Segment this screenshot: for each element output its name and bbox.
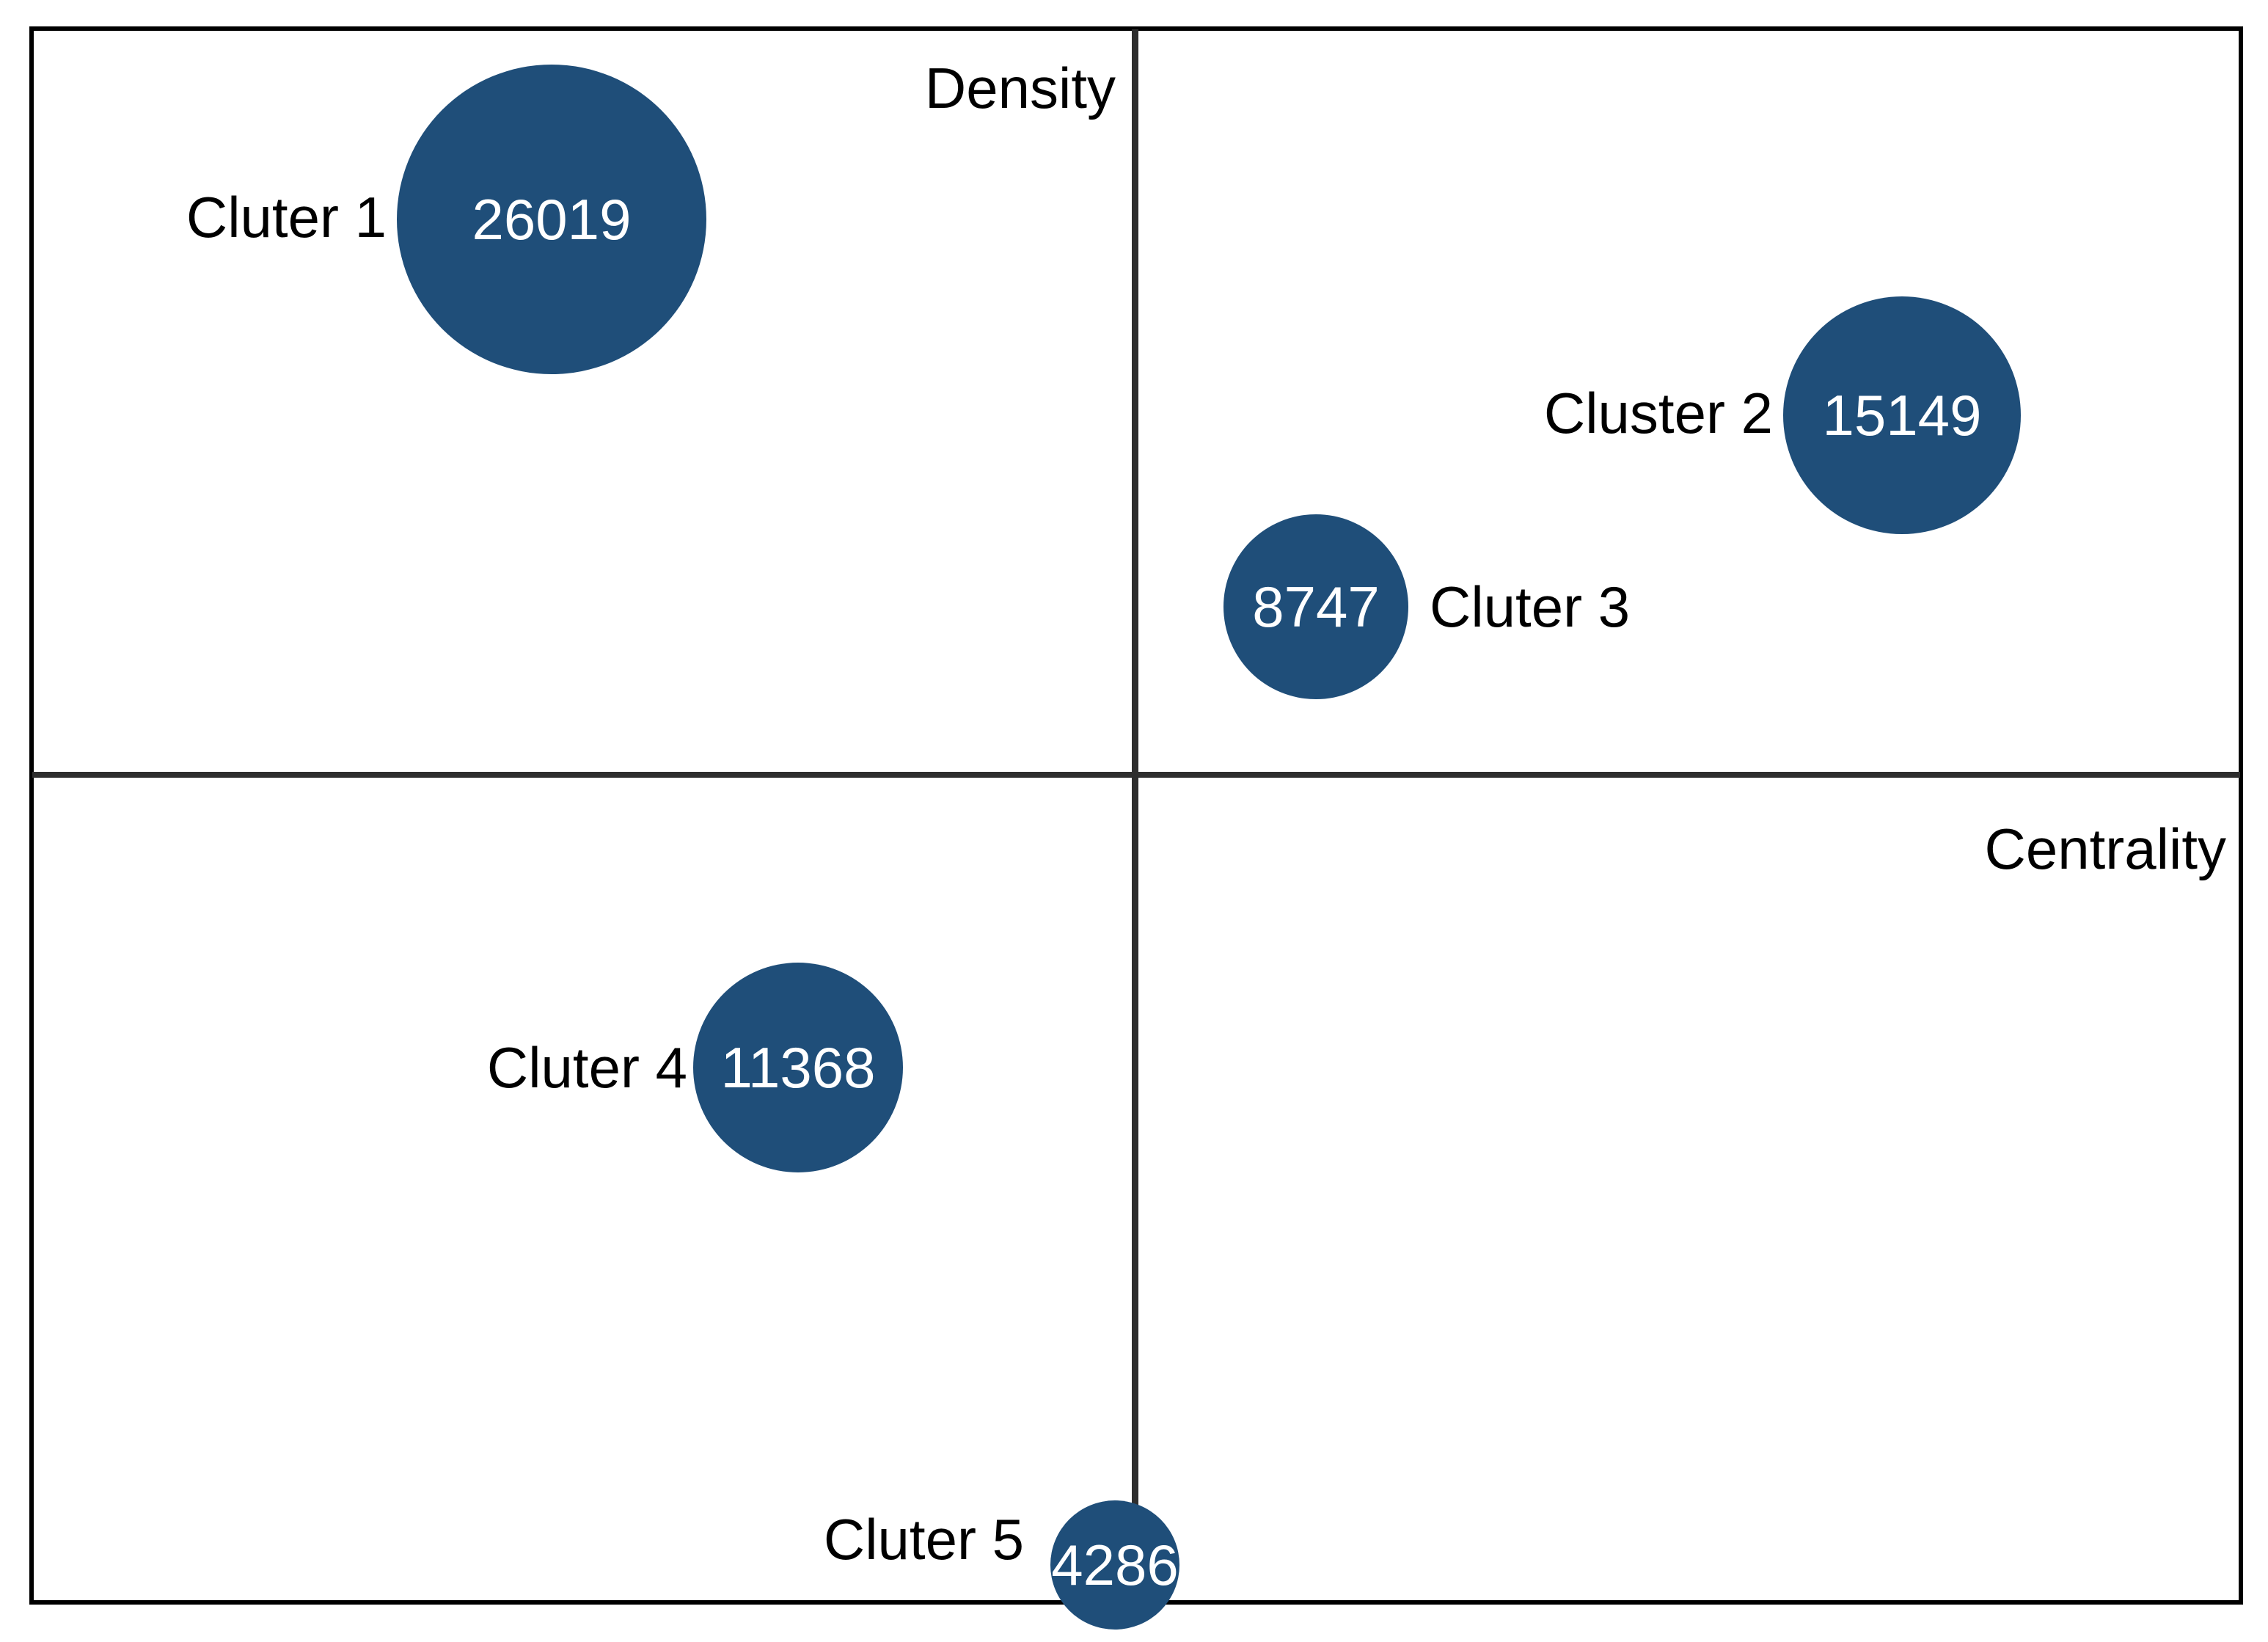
cluster-2-label: Cluster 2 bbox=[1543, 381, 1773, 445]
cluster-5-value: 4286 bbox=[1051, 1533, 1179, 1597]
cluster-1-label: Cluter 1 bbox=[186, 185, 387, 249]
density-axis-label: Density bbox=[924, 56, 1116, 120]
cluster-4-bubble: 11368 bbox=[693, 963, 903, 1172]
cluster-5-bubble: 4286 bbox=[1050, 1500, 1179, 1630]
centrality-axis-label: Centrality bbox=[1984, 817, 2226, 881]
cluster-2-bubble: 15149 bbox=[1783, 296, 2021, 534]
cluster-3-value: 8747 bbox=[1252, 574, 1380, 639]
cluster-2-value: 15149 bbox=[1822, 383, 1982, 448]
vertical-axis-line bbox=[1132, 29, 1138, 1602]
cluster-1-value: 26019 bbox=[472, 187, 632, 252]
cluster-1-bubble: 26019 bbox=[397, 65, 706, 374]
cluster-3-label: Cluter 3 bbox=[1430, 574, 1631, 639]
cluster-4-value: 11368 bbox=[720, 1035, 876, 1100]
horizontal-axis-line bbox=[32, 772, 2240, 778]
cluster-4-label: Cluter 4 bbox=[486, 1035, 687, 1100]
cluster-3-bubble: 8747 bbox=[1223, 514, 1408, 699]
cluster-5-label: Cluter 5 bbox=[823, 1507, 1024, 1572]
